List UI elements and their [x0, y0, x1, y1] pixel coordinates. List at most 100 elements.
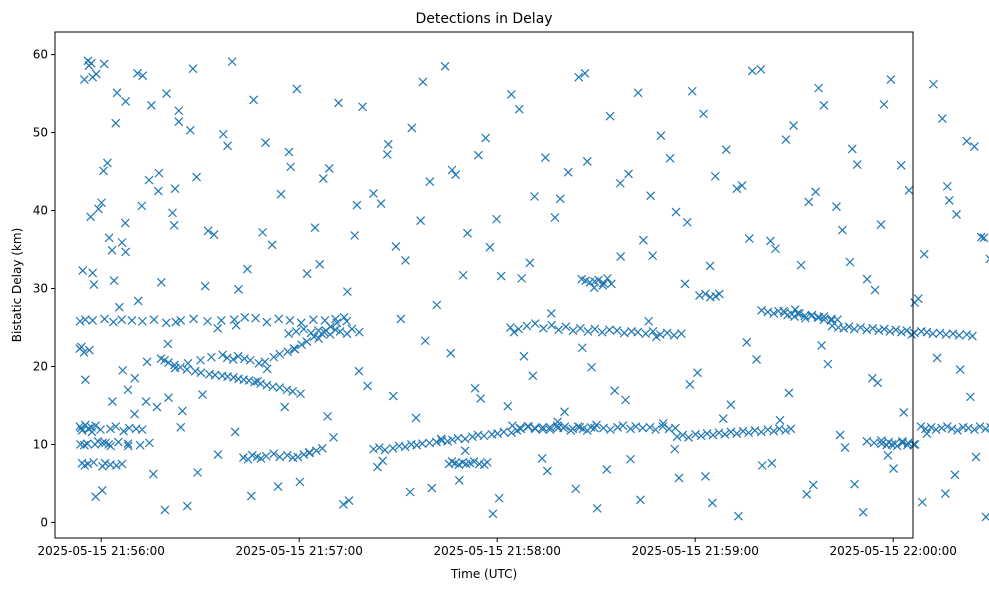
- data-point: [940, 489, 950, 498]
- data-point: [135, 440, 145, 450]
- data-point: [922, 429, 932, 438]
- data-point: [563, 167, 573, 177]
- data-point: [910, 298, 920, 307]
- data-point: [621, 395, 630, 405]
- data-point: [297, 340, 306, 350]
- data-point: [604, 325, 614, 335]
- data-point: [656, 131, 666, 141]
- data-point: [291, 326, 301, 336]
- x-axis: 2025-05-15 21:56:00 2025-05-15 21:57:00 20…: [37, 538, 957, 558]
- data-point: [104, 440, 114, 449]
- data-point: [742, 337, 752, 347]
- data-point: [618, 421, 628, 431]
- data-point: [170, 360, 179, 370]
- data-points: [75, 56, 989, 522]
- data-point: [651, 425, 661, 435]
- data-point: [515, 423, 525, 433]
- data-point: [971, 452, 981, 462]
- data-point: [542, 466, 552, 476]
- data-point: [82, 439, 92, 449]
- data-point: [273, 482, 283, 491]
- data-point: [602, 273, 612, 283]
- data-point: [227, 57, 237, 67]
- data-point: [427, 483, 437, 493]
- data-point: [156, 277, 166, 287]
- data-point: [916, 422, 926, 431]
- data-point: [100, 314, 109, 324]
- data-point: [216, 316, 226, 325]
- data-point: [947, 424, 957, 434]
- data-point: [756, 427, 766, 437]
- data-point: [726, 427, 736, 437]
- data-point: [416, 216, 426, 226]
- data-point: [612, 326, 622, 336]
- data-point: [432, 437, 441, 447]
- data-point: [790, 305, 800, 314]
- data-point: [352, 200, 362, 210]
- data-point: [229, 315, 239, 325]
- data-point: [111, 461, 121, 470]
- data-point: [687, 86, 697, 96]
- data-point: [86, 212, 96, 222]
- data-point: [113, 437, 123, 447]
- data-point: [665, 153, 675, 163]
- data-point: [280, 402, 290, 412]
- data-point: [775, 415, 785, 425]
- x-tick-label: 2025-05-15 22:00:00: [829, 544, 956, 558]
- data-point: [193, 468, 202, 477]
- data-point: [148, 469, 158, 479]
- data-point: [310, 223, 320, 233]
- data-point: [163, 339, 173, 349]
- data-point: [953, 425, 962, 435]
- data-point: [896, 160, 906, 170]
- data-point: [83, 459, 93, 469]
- data-point: [244, 376, 254, 385]
- data-point: [695, 291, 704, 300]
- data-point: [890, 439, 900, 449]
- data-point: [453, 433, 463, 443]
- y-axis: 0 10 20 30 40 50 60: [33, 48, 55, 529]
- data-point: [929, 79, 938, 89]
- data-point: [99, 166, 108, 176]
- data-point: [123, 439, 133, 449]
- data-point: [969, 142, 979, 152]
- data-point: [372, 462, 382, 472]
- data-point: [299, 450, 309, 460]
- data-point: [107, 245, 117, 255]
- data-point: [693, 368, 702, 378]
- data-point: [447, 435, 457, 445]
- data-point: [503, 401, 513, 411]
- data-point: [517, 273, 527, 283]
- data-point: [369, 444, 378, 454]
- data-point: [88, 316, 98, 325]
- data-point: [876, 220, 886, 230]
- data-point: [734, 511, 743, 521]
- data-point: [218, 129, 228, 139]
- data-point: [88, 72, 98, 82]
- data-point: [417, 439, 427, 449]
- data-point: [976, 232, 986, 242]
- data-point: [714, 289, 724, 299]
- data-point: [177, 406, 187, 416]
- data-point: [662, 328, 672, 338]
- data-point: [109, 276, 119, 286]
- data-point: [432, 300, 442, 310]
- data-point: [599, 423, 608, 433]
- data-point: [123, 385, 133, 395]
- data-point: [412, 440, 422, 450]
- data-point: [967, 331, 977, 341]
- data-point: [469, 457, 479, 467]
- data-point: [231, 320, 241, 330]
- data-point: [296, 318, 306, 328]
- data-point: [545, 425, 555, 435]
- data-point: [447, 165, 457, 175]
- data-point: [190, 366, 200, 376]
- data-point: [496, 271, 506, 281]
- data-point: [613, 422, 623, 432]
- data-point: [114, 302, 124, 312]
- data-point: [685, 379, 695, 389]
- data-point: [602, 464, 612, 474]
- data-point: [658, 418, 668, 428]
- data-point: [523, 422, 532, 431]
- data-point: [162, 89, 171, 99]
